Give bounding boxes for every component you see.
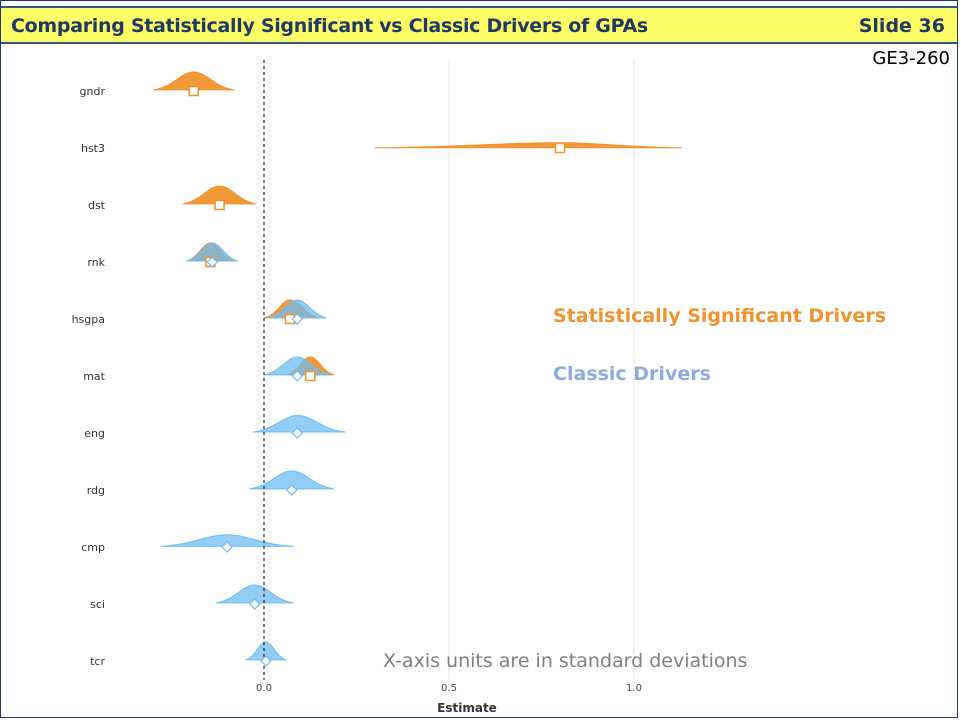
marker-classic-rdg	[285, 484, 298, 496]
marker-classic-rnk	[206, 256, 219, 268]
marker-significant-mat	[305, 370, 316, 382]
y-label-cmp: cmp	[81, 541, 105, 554]
ridge-significant-dst	[182, 185, 257, 205]
ridge-classic-rdg	[249, 470, 335, 490]
ridge-significant-gndr	[152, 71, 235, 91]
y-label-tcr: tcr	[90, 655, 105, 668]
units-note: X-axis units are in standard deviations	[383, 650, 748, 672]
ridge-classic-eng	[252, 414, 346, 433]
y-label-rnk: rnk	[87, 256, 105, 269]
marker-classic-hsgpa	[291, 313, 304, 325]
x-tick-0: 0.0	[256, 683, 272, 694]
marker-classic-sci	[248, 598, 261, 610]
y-label-hst3: hst3	[81, 142, 105, 155]
slide-number: Slide 36	[858, 15, 945, 37]
legend-classic: Classic Drivers	[553, 363, 711, 385]
ridge-classic-rnk	[186, 242, 239, 262]
ridge-classic-mat	[263, 356, 331, 376]
marker-classic-cmp	[221, 541, 233, 553]
marker-significant-hst3	[554, 142, 566, 154]
x-tick-2: 1.0	[626, 683, 642, 694]
slide-title: Comparing Statistically Significant vs C…	[11, 15, 648, 37]
y-label-gndr: gndr	[80, 85, 106, 98]
x-tick-1: 0.5	[441, 683, 457, 694]
marker-significant-dst	[214, 199, 225, 211]
y-label-hsgpa: hsgpa	[72, 313, 105, 326]
slide-code: GE3-260	[872, 48, 950, 69]
marker-classic-mat	[291, 370, 304, 382]
y-label-sci: sci	[90, 598, 105, 611]
y-label-eng: eng	[84, 427, 105, 440]
y-label-dst: dst	[88, 199, 106, 212]
title-bar: Comparing Statistically Significant vs C…	[1, 6, 957, 44]
ridge-classic-cmp	[160, 534, 294, 547]
ridge-classic-tcr	[245, 641, 287, 661]
ridge-classic-hsgpa	[267, 299, 327, 319]
ridge-significant-hst3	[374, 142, 683, 149]
ridge-classic-sci	[215, 584, 294, 604]
x-axis-label: Estimate	[437, 701, 497, 715]
marker-classic-tcr	[260, 655, 272, 667]
y-label-mat: mat	[83, 370, 105, 383]
marker-significant-gndr	[188, 85, 199, 97]
y-label-rdg: rdg	[87, 484, 105, 497]
legend-significant: Statistically Significant Drivers	[553, 305, 887, 327]
marker-classic-eng	[291, 427, 304, 439]
